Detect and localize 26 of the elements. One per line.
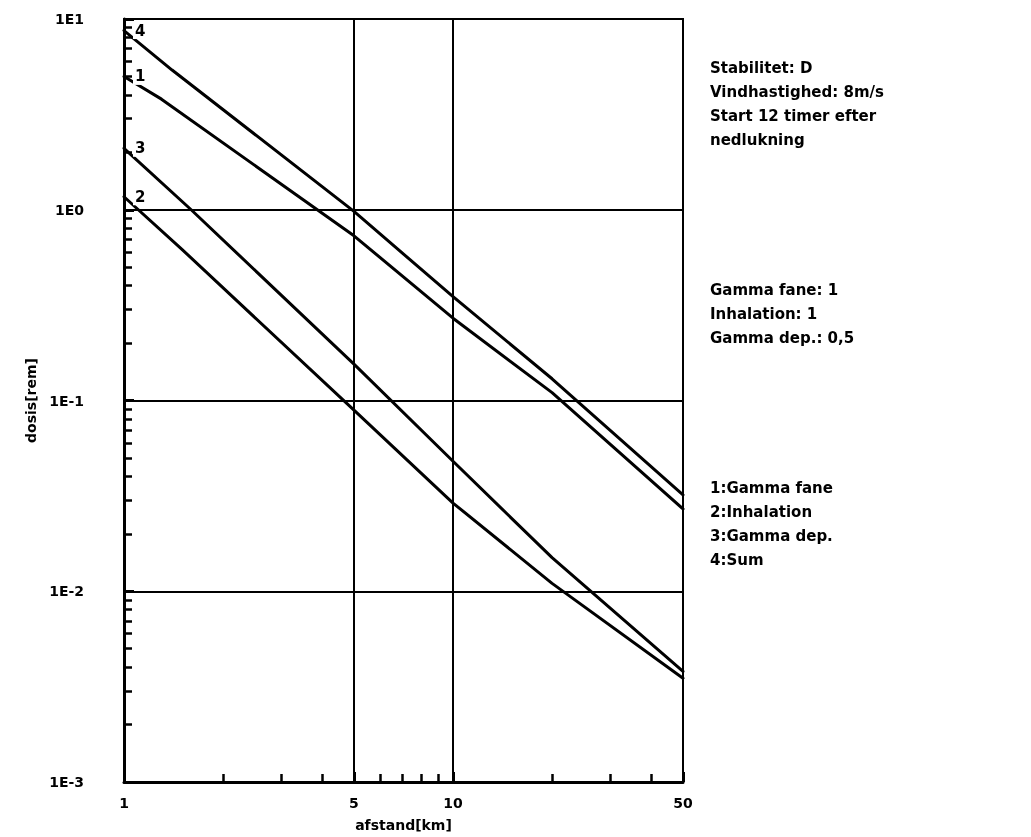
text: Gamma dep.: 0,5 (710, 328, 855, 347)
y-tick-label: 1E-1 (49, 392, 84, 409)
y-tick-label: 1E1 (54, 11, 84, 27)
y-tick-label: 1E-2 (49, 583, 84, 600)
y-tick-label: 1E0 (54, 201, 85, 218)
text: 4:Sum (710, 550, 764, 569)
text: 3:Gamma dep. (710, 526, 833, 545)
text: Start 12 timer efter (710, 106, 877, 125)
text: Vindhastighed: 8m/s (710, 82, 885, 101)
text: 2:Inhalation (710, 502, 813, 521)
y-axis-title: dosis[rem] (23, 358, 40, 443)
x-tick-label: 5 (349, 795, 359, 811)
text: Stabilitet: D (710, 58, 813, 77)
text: Gamma fane: 1 (710, 280, 839, 299)
legend-label: 3 (135, 139, 146, 158)
series-label: 2 (135, 187, 146, 206)
y-tick-label: 1E-3 (49, 774, 84, 790)
x-tick-label: 1 (119, 795, 129, 811)
text: Inhalation: 1 (710, 304, 818, 323)
x-axis-title: afstand[km] (355, 817, 452, 833)
x-tick-label: 10 (443, 795, 464, 811)
x-tick-label: 50 (673, 795, 693, 811)
text: 1:Gamma fane (710, 478, 833, 497)
legend-label: 1 (135, 67, 146, 86)
text: nedlukning (710, 130, 805, 149)
legend-label: 4 (135, 21, 146, 40)
